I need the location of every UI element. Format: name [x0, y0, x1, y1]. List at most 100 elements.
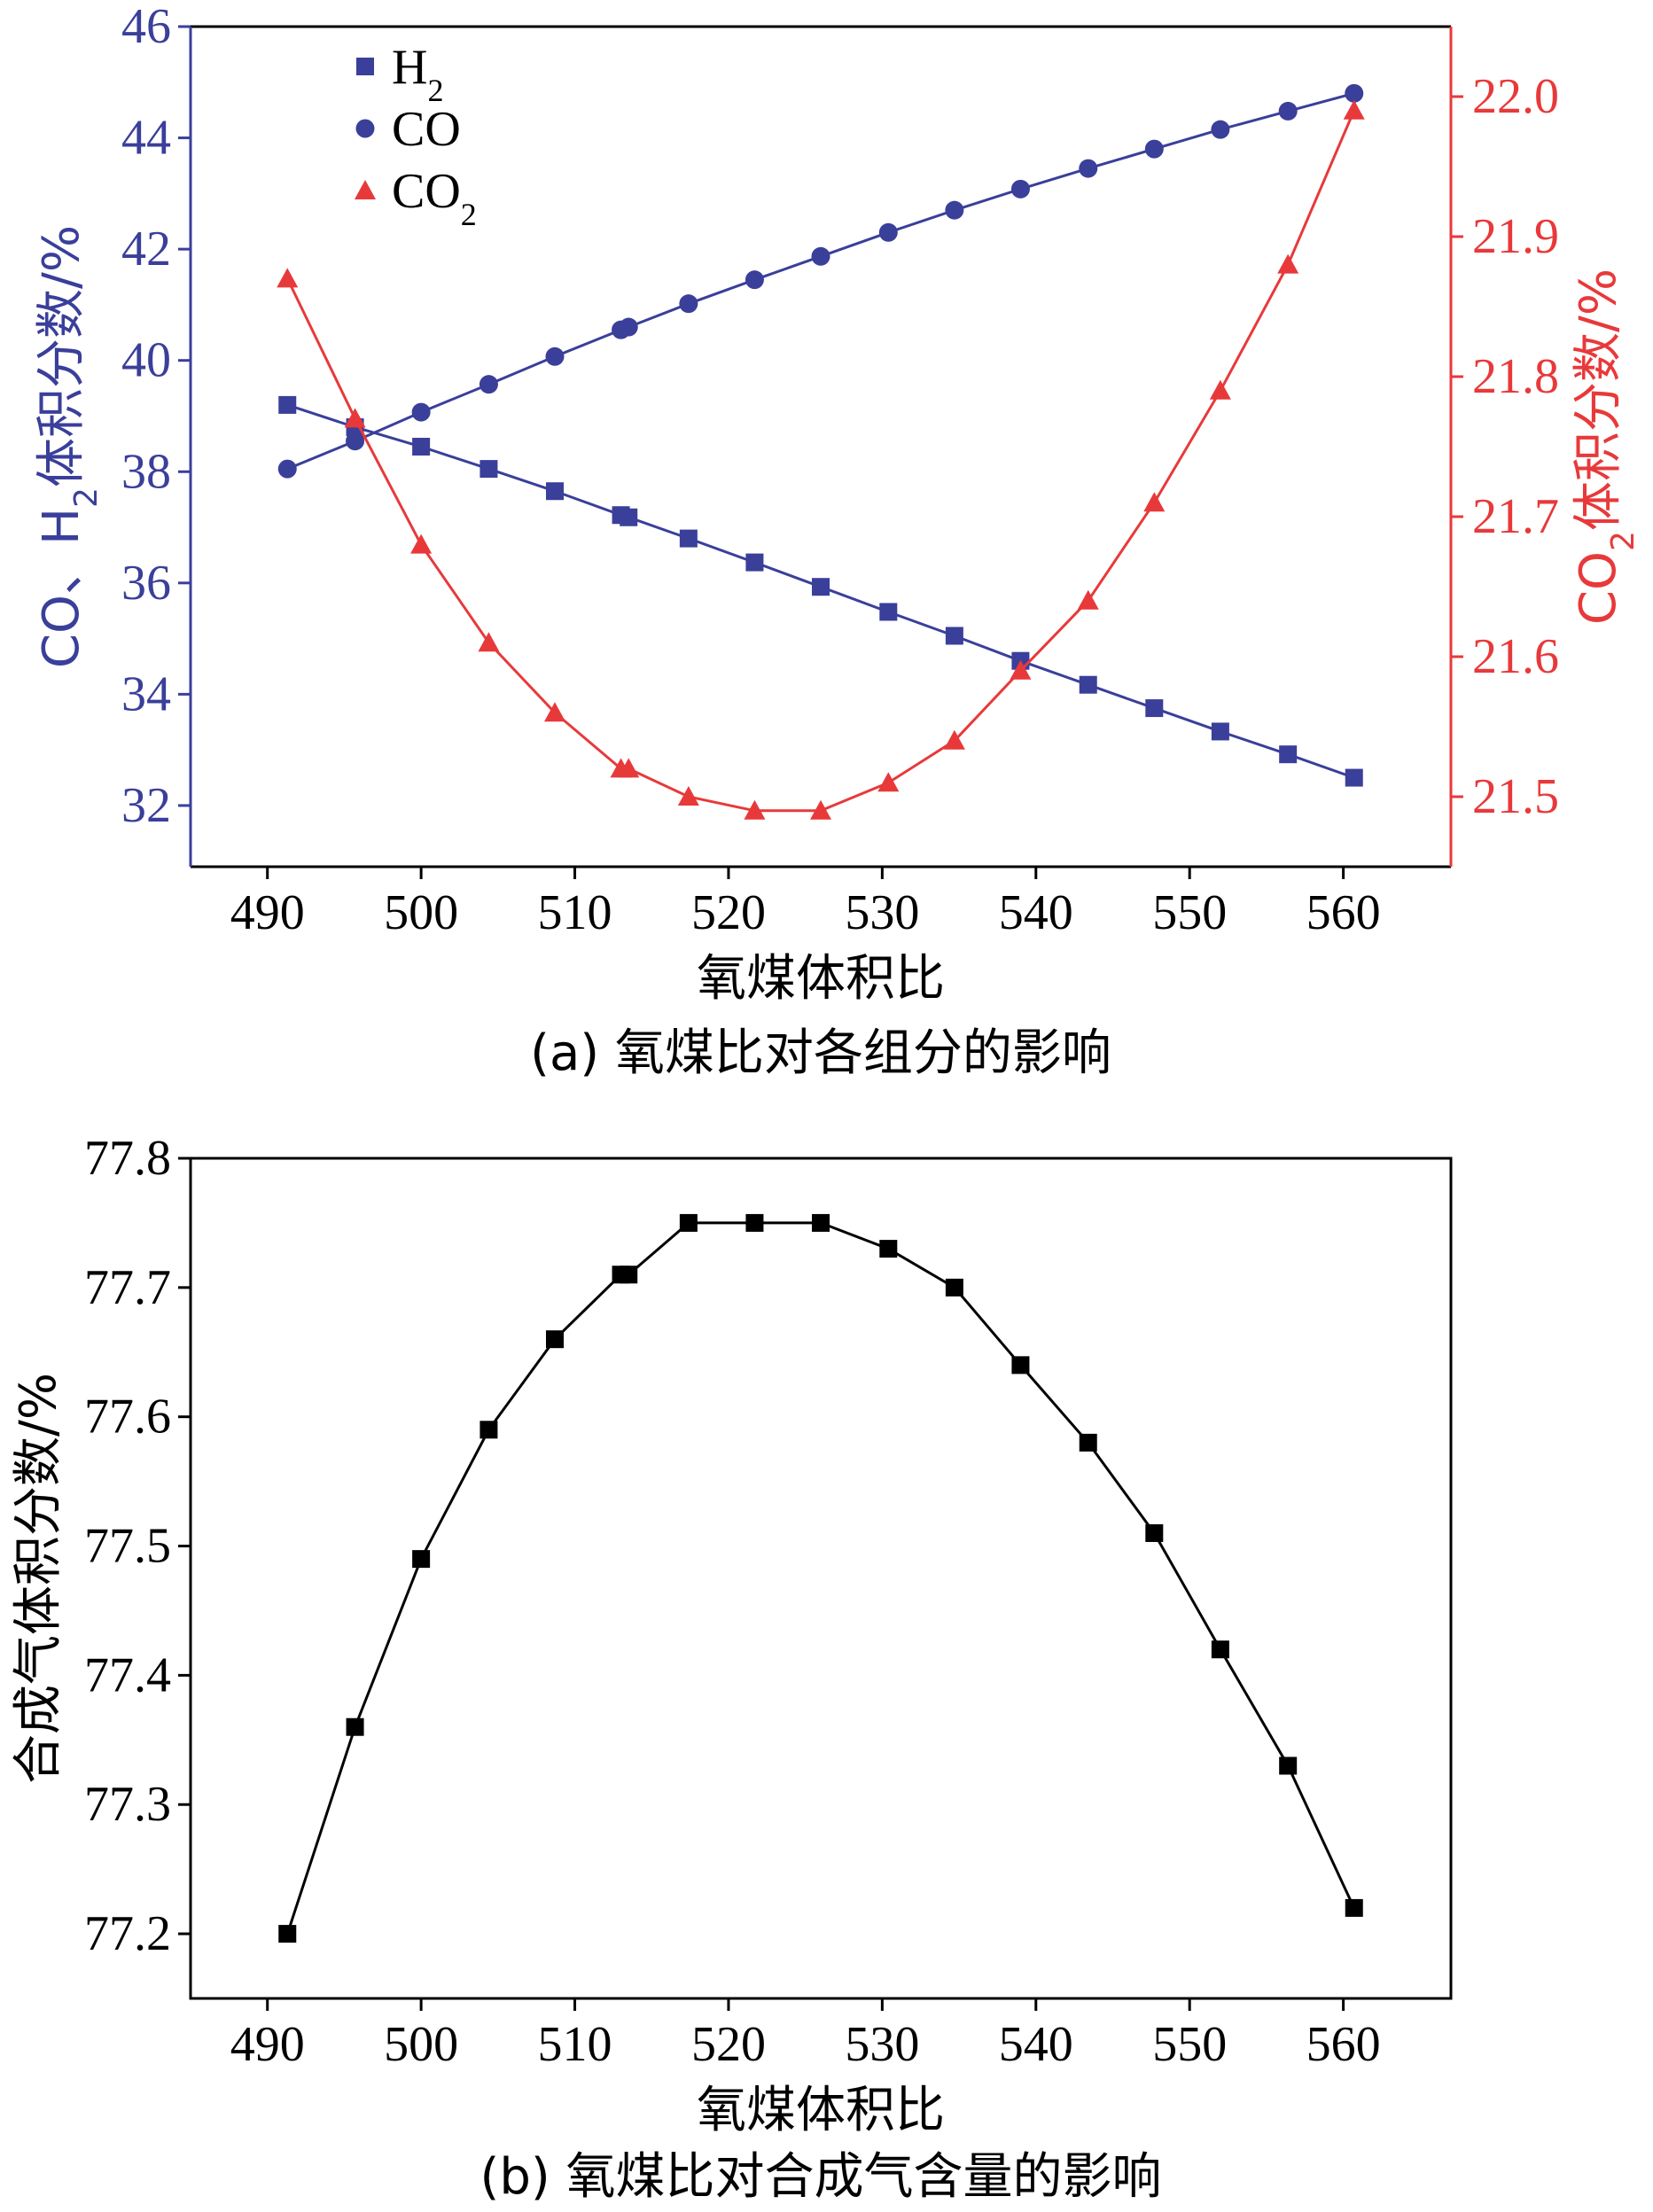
chart-a-right-y-tick-label: 21.6 [1472, 629, 1559, 684]
chart-a-left-y-tick-label: 36 [121, 556, 171, 611]
chart-a-right-y-tick-label: 21.8 [1472, 349, 1559, 404]
chart-a-point-co [745, 270, 764, 290]
chart-b-point [1211, 1640, 1229, 1659]
chart-a-point-co2 [1143, 492, 1166, 512]
chart-a-point-co [878, 222, 898, 242]
chart-a-point-co2 [618, 758, 640, 778]
chart-a-point-co [545, 347, 565, 366]
chart-a-axes: 490 500 510 520 530 540 550 560 32 34 36 38 40 42 44 46… [121, 0, 1559, 940]
chart-b-frame [189, 1157, 1453, 2000]
chart-a-x-tick-label: 560 [1306, 885, 1381, 940]
chart-a-point-h2 [1145, 699, 1164, 718]
chart-a-point-co [1211, 120, 1230, 139]
chart-a-legend-label-h2: H2 [392, 40, 443, 108]
chart-a-point-h2 [545, 482, 564, 501]
chart-b-point [1079, 1433, 1097, 1452]
chart-a-point-h2 [480, 460, 498, 479]
chart-b-x-tick-label: 520 [691, 2017, 766, 2072]
chart-a-x-tick-label: 490 [230, 885, 305, 940]
chart-a-point-co2 [943, 729, 965, 750]
chart-b-x-tick-label: 550 [1152, 2017, 1227, 2072]
chart-a-x-tick-label: 540 [999, 885, 1073, 940]
chart-a-point-co2 [277, 268, 299, 288]
chart-a-point-h2 [1079, 675, 1097, 694]
chart-a-point-co [811, 246, 830, 266]
chart-b-y-axis-label: 合成气体积分数/% [10, 1373, 67, 1784]
chart-a-point-co [479, 375, 498, 394]
chart-a-point-co [346, 432, 365, 451]
chart-b-point [945, 1278, 963, 1297]
chart-b-point [879, 1240, 898, 1258]
chart-a-left-y-tick-label: 44 [121, 111, 171, 166]
chart-a-point-co2 [744, 799, 766, 820]
chart-b-y-tick-label: 77.6 [84, 1390, 171, 1445]
chart-a-plot-area [277, 83, 1365, 820]
chart-a-x-tick-label: 500 [384, 885, 458, 940]
chart-a-point-h2 [278, 395, 297, 414]
chart-a: 490 500 510 520 530 540 550 560 32 34 36 38 40 42 44 46… [33, 0, 1641, 1082]
chart-a-point-h2 [620, 508, 638, 526]
chart-a-series-line-h2 [286, 403, 1355, 779]
chart-b-point [620, 1266, 638, 1284]
chart-a-point-co [679, 294, 698, 314]
chart-b-y-tick-label: 77.3 [84, 1777, 171, 1832]
chart-b-point [679, 1213, 698, 1232]
chart-a-point-co2 [344, 408, 366, 428]
chart-a-right-y-axis-label: CO2体积分数/% [1570, 269, 1641, 625]
chart-b-x-tick-label: 490 [230, 2017, 305, 2072]
chart-a-legend-label-co: CO [392, 102, 461, 157]
chart-a-legend-marker-co2 [355, 180, 376, 199]
chart-b-y-tick-label: 77.8 [84, 1131, 171, 1186]
chart-a-legend-marker-co [355, 119, 375, 138]
chart-a-point-co [1278, 101, 1298, 121]
chart-a-point-h2 [812, 578, 830, 596]
chart-a-point-co2 [1010, 659, 1032, 680]
chart-b-caption: (b) 氧煤比对合成气含量的影响 [480, 2148, 1161, 2206]
chart-b-y-tick-label: 77.2 [84, 1906, 171, 1961]
chart-a-point-h2 [412, 438, 431, 456]
chart-b-point [812, 1213, 830, 1232]
chart-b-y-tick-label: 77.4 [84, 1647, 171, 1702]
chart-b-point [346, 1717, 364, 1736]
chart-a-legend-marker-h2 [356, 58, 374, 75]
chart-a-right-y-tick-label: 21.9 [1472, 209, 1559, 264]
chart-a-point-co2 [478, 632, 500, 652]
chart-a-point-co2 [810, 799, 831, 820]
chart-b-y-tick-label: 77.5 [84, 1519, 171, 1574]
chart-a-x-axis-label: 氧煤体积比 [697, 950, 945, 1008]
chart-b-x-tick-label: 510 [538, 2017, 612, 2072]
chart-a-point-co [945, 200, 964, 220]
chart-b-point [480, 1421, 498, 1439]
chart-a-right-y-tick-label: 22.0 [1472, 69, 1559, 124]
chart-a-right-y-tick-label: 21.7 [1472, 489, 1559, 544]
chart-a-legend-label-co2: CO2 [392, 164, 477, 232]
chart-a-point-co2 [1343, 99, 1365, 120]
chart-a-point-h2 [1279, 745, 1298, 764]
chart-b-point [1345, 1898, 1363, 1917]
chart-a-point-h2 [1345, 768, 1363, 787]
chart-b-point [745, 1213, 764, 1232]
chart-a-point-co2 [877, 772, 900, 792]
chart-a-point-co2 [677, 786, 699, 806]
chart-a-point-co2 [1277, 253, 1299, 274]
chart-b-point [412, 1550, 431, 1569]
chart-b-x-tick-label: 560 [1306, 2017, 1381, 2072]
chart-a-left-y-axis-label: CO、H2体积分数/% [33, 225, 105, 668]
chart-a-series-line-co [286, 91, 1355, 471]
chart-a-point-h2 [879, 603, 898, 621]
chart-a-right-y-tick-label: 21.5 [1472, 769, 1559, 824]
chart-b-x-tick-label: 540 [999, 2017, 1073, 2072]
chart-a-point-co [619, 317, 638, 337]
chart-a-point-co [1079, 159, 1098, 178]
chart-b-point [1145, 1523, 1164, 1542]
chart-a-point-co [277, 459, 297, 479]
chart-a-point-h2 [1211, 722, 1229, 741]
chart-a-left-y-tick-label: 34 [121, 666, 171, 721]
chart-a-point-h2 [679, 529, 698, 548]
chart-a-point-h2 [745, 553, 764, 572]
chart-a-left-y-tick-label: 38 [121, 444, 171, 499]
chart-a-left-y-tick-label: 40 [121, 333, 171, 388]
chart-b-point [545, 1330, 564, 1349]
chart-a-point-co [1144, 139, 1164, 159]
